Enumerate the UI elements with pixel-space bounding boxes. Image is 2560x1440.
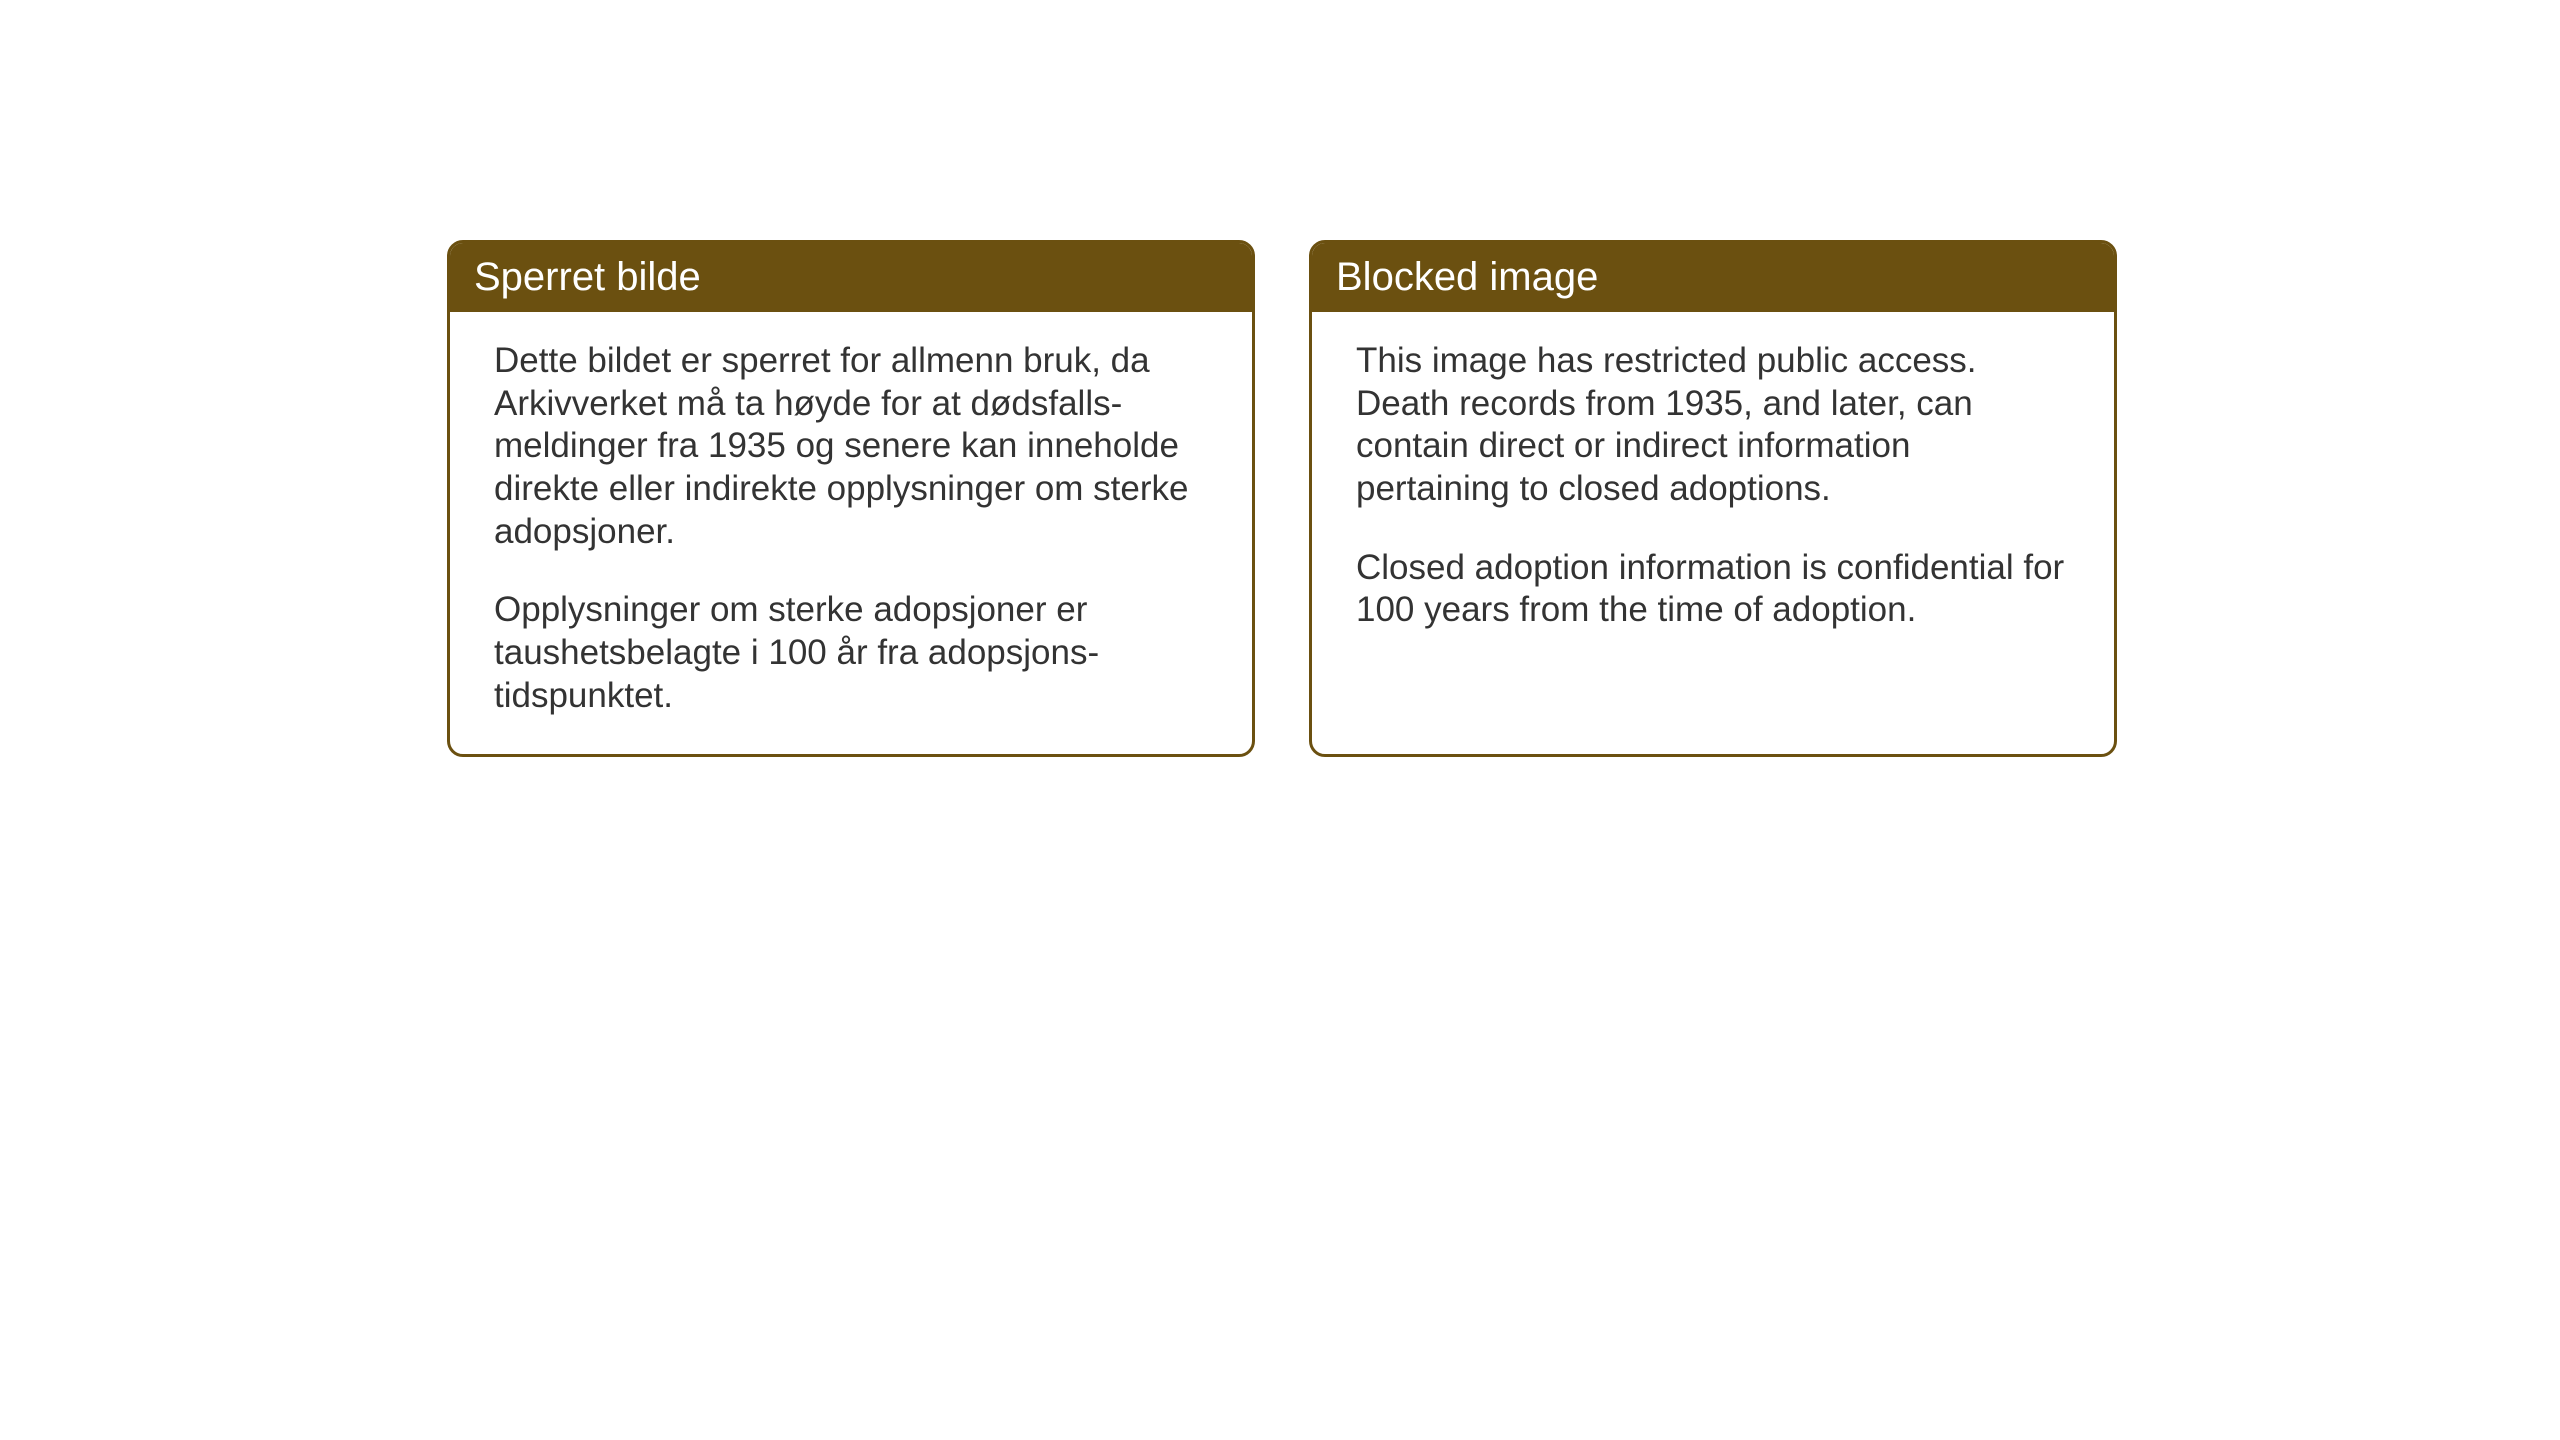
card-header-norwegian: Sperret bilde: [450, 243, 1252, 312]
card-header-english: Blocked image: [1312, 243, 2114, 312]
notice-paragraph-2-norwegian: Opplysninger om sterke adopsjoner er tau…: [494, 589, 1208, 717]
notice-paragraph-1-norwegian: Dette bildet er sperret for allmenn bruk…: [494, 340, 1208, 553]
notice-paragraph-2-english: Closed adoption information is confident…: [1356, 547, 2070, 632]
card-body-english: This image has restricted public access.…: [1312, 312, 2114, 704]
notice-cards-container: Sperret bilde Dette bildet er sperret fo…: [447, 240, 2117, 757]
notice-paragraph-1-english: This image has restricted public access.…: [1356, 340, 2070, 511]
card-body-norwegian: Dette bildet er sperret for allmenn bruk…: [450, 312, 1252, 754]
notice-card-english: Blocked image This image has restricted …: [1309, 240, 2117, 757]
notice-card-norwegian: Sperret bilde Dette bildet er sperret fo…: [447, 240, 1255, 757]
